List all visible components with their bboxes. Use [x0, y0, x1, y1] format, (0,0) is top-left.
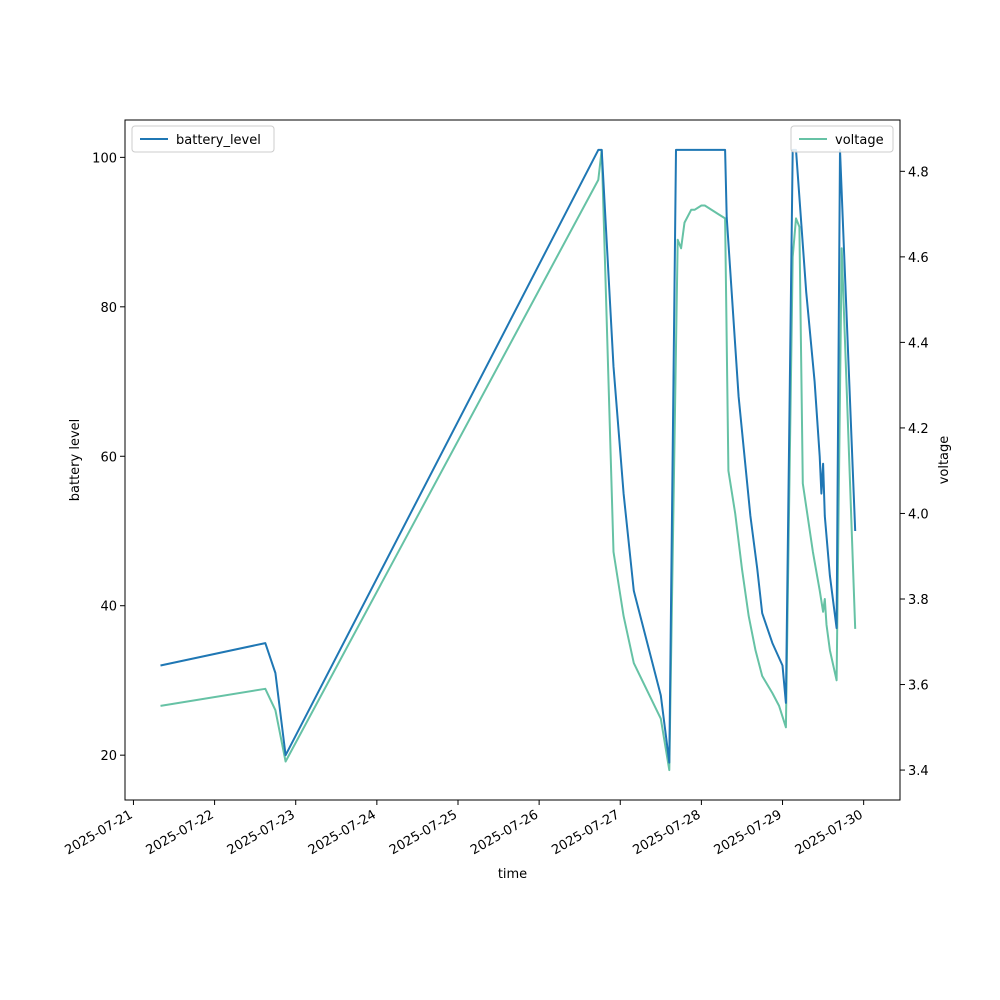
y-right-tick-label: 4.2 — [908, 422, 929, 437]
plot-frame — [124, 119, 901, 801]
y-right-tick-label: 3.8 — [908, 593, 929, 608]
legend-box-voltage — [790, 125, 894, 153]
y-left-tick-label: 80 — [100, 301, 117, 316]
series-line-battery-level — [160, 148, 857, 764]
x-axis-title: time — [498, 867, 527, 882]
y-left-tick-label: 40 — [100, 600, 117, 615]
y-left-axis-title: battery level — [68, 419, 83, 502]
y-left-tick-label: 100 — [92, 151, 117, 166]
y-right-tick-label: 4.8 — [908, 165, 929, 180]
y-right-tick-label: 3.4 — [908, 764, 929, 779]
y-right-tick-label: 4.0 — [908, 507, 929, 522]
legend-box-battery-level — [131, 125, 275, 153]
y-right-axis-title: voltage — [937, 436, 952, 485]
y-right-tick-label: 4.4 — [908, 336, 929, 351]
y-right-tick-label: 4.6 — [908, 251, 929, 266]
legend-label-battery-level: battery_level — [176, 133, 261, 148]
y-left-tick-label: 60 — [100, 450, 117, 465]
series-line-voltage — [160, 148, 857, 772]
legend-layer: battery_level voltage — [131, 125, 894, 153]
series-layer — [160, 148, 857, 772]
y-left-tick-label: 20 — [100, 749, 117, 764]
y-right-tick-label: 3.6 — [908, 679, 929, 694]
legend-label-voltage: voltage — [835, 133, 884, 148]
